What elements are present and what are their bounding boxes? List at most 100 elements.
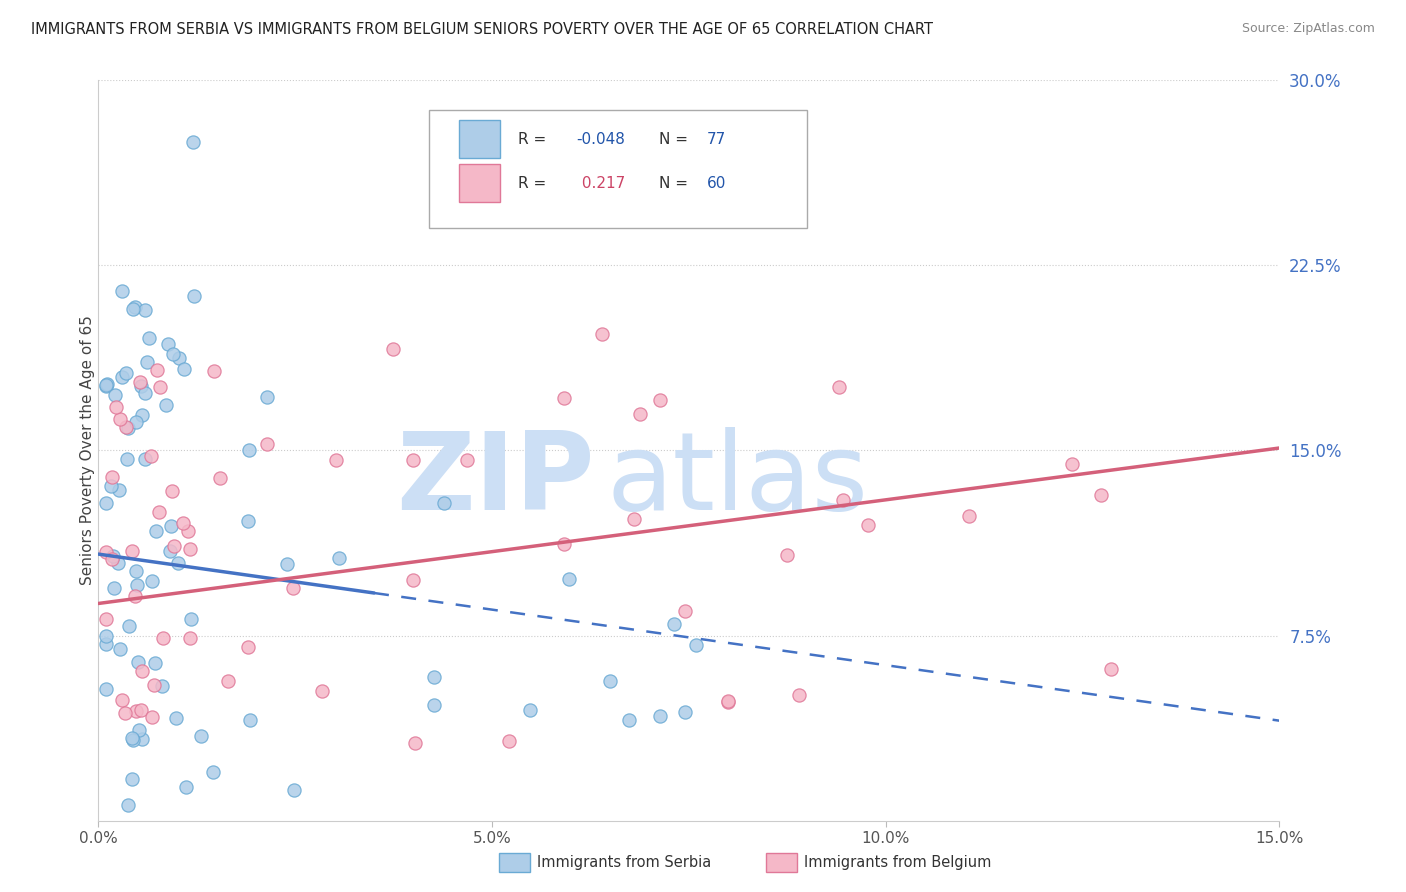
Point <box>125 704 148 718</box>
Point <box>167 556 190 570</box>
Point <box>673 604 696 618</box>
Point <box>141 574 163 589</box>
Point <box>236 514 259 528</box>
Point <box>276 557 298 571</box>
Point <box>157 336 180 351</box>
Point <box>96 612 118 626</box>
Point <box>107 556 129 570</box>
Text: IMMIGRANTS FROM SERBIA VS IMMIGRANTS FROM BELGIUM SENIORS POVERTY OVER THE AGE O: IMMIGRANTS FROM SERBIA VS IMMIGRANTS FRO… <box>31 22 934 37</box>
Point <box>236 640 259 655</box>
Point <box>150 679 173 693</box>
Point <box>129 703 152 717</box>
Point <box>134 451 156 466</box>
Point <box>402 453 425 467</box>
Point <box>208 471 231 485</box>
Point <box>100 479 122 493</box>
Point <box>128 723 150 738</box>
Point <box>125 415 148 429</box>
Point <box>101 552 124 566</box>
Point <box>423 670 446 684</box>
Point <box>105 400 128 414</box>
Point <box>149 380 172 394</box>
Point <box>131 731 153 746</box>
Point <box>957 509 980 524</box>
Point <box>169 351 191 366</box>
Text: 77: 77 <box>707 132 725 147</box>
Point <box>124 589 146 603</box>
Point <box>129 376 152 390</box>
Point <box>143 656 166 670</box>
Point <box>239 714 262 728</box>
Point <box>162 484 184 499</box>
Point <box>136 355 159 369</box>
Point <box>650 392 672 407</box>
Point <box>103 581 125 595</box>
Point <box>217 674 239 689</box>
Point <box>281 581 304 595</box>
Point <box>558 573 581 587</box>
Point <box>180 612 202 626</box>
Point <box>108 412 131 426</box>
Point <box>498 734 520 748</box>
Point <box>134 303 156 318</box>
Point <box>172 516 194 530</box>
Point <box>591 327 613 342</box>
Point <box>1090 488 1112 502</box>
Point <box>325 453 347 467</box>
Point <box>382 342 405 356</box>
Point <box>311 684 333 698</box>
Point <box>685 639 707 653</box>
Point <box>176 524 198 538</box>
Point <box>433 495 456 509</box>
Text: Source: ZipAtlas.com: Source: ZipAtlas.com <box>1241 22 1375 36</box>
Point <box>127 655 149 669</box>
Point <box>553 537 575 551</box>
Point <box>202 364 225 378</box>
Point <box>202 764 225 779</box>
Point <box>173 361 195 376</box>
Point <box>179 542 201 557</box>
Point <box>159 518 181 533</box>
Y-axis label: Seniors Poverty Over the Age of 65: Seniors Poverty Over the Age of 65 <box>80 316 94 585</box>
Point <box>96 545 118 559</box>
Point <box>717 695 740 709</box>
Point <box>328 550 350 565</box>
Point <box>162 346 184 360</box>
Point <box>456 452 478 467</box>
Point <box>404 736 426 750</box>
Point <box>828 380 851 394</box>
Point <box>131 408 153 422</box>
Point <box>662 616 685 631</box>
Point <box>96 378 118 392</box>
Point <box>775 548 797 562</box>
Point <box>122 301 145 316</box>
Point <box>96 496 118 510</box>
FancyBboxPatch shape <box>429 110 807 228</box>
Point <box>165 711 187 725</box>
Text: ZIP: ZIP <box>396 427 595 533</box>
Point <box>101 549 124 563</box>
Point <box>630 407 652 421</box>
Point <box>190 729 212 743</box>
Text: 0.217: 0.217 <box>576 177 626 192</box>
Point <box>114 706 136 720</box>
Point <box>115 366 138 380</box>
Point <box>117 619 139 633</box>
Point <box>650 708 672 723</box>
Point <box>131 664 153 678</box>
Point <box>111 284 134 298</box>
Point <box>111 370 134 384</box>
Text: Immigrants from Belgium: Immigrants from Belgium <box>804 855 991 870</box>
Point <box>146 362 169 376</box>
Point <box>283 783 305 797</box>
Point <box>96 376 118 391</box>
Point <box>181 135 204 149</box>
FancyBboxPatch shape <box>458 120 501 158</box>
Point <box>152 631 174 645</box>
Point <box>155 398 177 412</box>
Point <box>163 539 186 553</box>
Point <box>856 517 879 532</box>
Point <box>673 706 696 720</box>
Point <box>104 388 127 402</box>
Text: N =: N = <box>659 132 693 147</box>
